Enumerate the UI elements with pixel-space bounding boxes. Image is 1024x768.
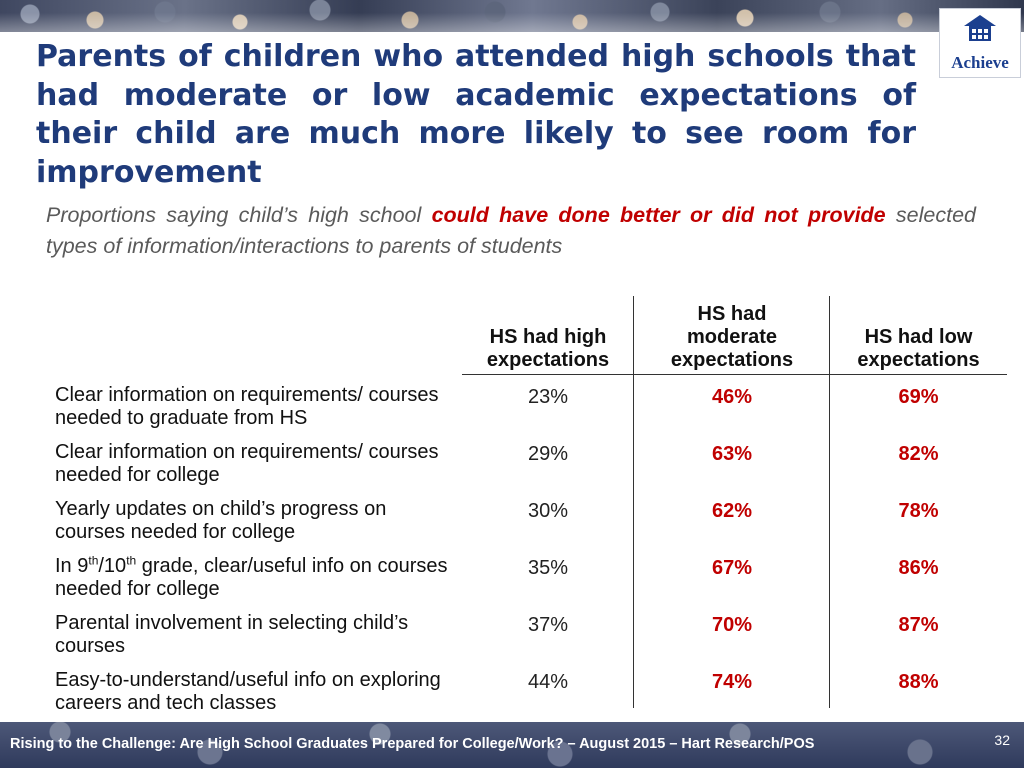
slide-title: Parents of children who attended high sc…: [36, 39, 916, 190]
column-header-high-text: HS had high expectations: [486, 326, 610, 371]
cell-moderate: 67%: [711, 557, 753, 579]
header-underline: [462, 374, 1007, 375]
ordinal-suffix: th: [126, 553, 137, 568]
cell-moderate: 70%: [711, 614, 753, 636]
row-label: Easy-to-understand/useful info on explor…: [55, 669, 441, 714]
achieve-logo-text: Achieve: [951, 53, 1009, 72]
cell-high: 29%: [527, 443, 569, 465]
achieve-logo: Achieve: [939, 8, 1021, 78]
column-header-low: HS had low expectations: [830, 304, 1007, 374]
cell-high: 37%: [527, 614, 569, 636]
row-label-part: /10: [98, 555, 127, 577]
subtitle-highlight: could have done better or did not provid…: [431, 203, 886, 227]
cell-moderate: 63%: [711, 443, 753, 465]
subtitle-lead: Proportions saying child’s high school: [46, 203, 432, 227]
column-header-moderate-text: HS had moderate expectations: [670, 303, 794, 371]
row-label: In 9th/10th grade, clear/useful info on …: [55, 553, 455, 601]
column-header-high: HS had high expectations: [462, 304, 634, 374]
footer-banner: Rising to the Challenge: Are High School…: [0, 722, 1024, 768]
ordinal-suffix: th: [88, 553, 99, 568]
column-divider-1: [633, 296, 634, 708]
cell-high: 35%: [527, 557, 569, 579]
column-header-low-text: HS had low expectations: [857, 326, 980, 371]
row-label: Parental involvement in selecting child’…: [55, 612, 409, 657]
subtitle-tail: selected types of information/interactio…: [46, 203, 976, 258]
page-number: 32: [994, 732, 1010, 748]
cell-moderate: 46%: [711, 386, 753, 408]
cell-low: 82%: [898, 443, 939, 465]
column-divider-2: [829, 296, 830, 708]
cell-high: 44%: [527, 671, 569, 693]
row-label: Clear information on requirements/ cours…: [55, 441, 439, 486]
row-label: Yearly updates on child’s progress on co…: [55, 498, 387, 543]
column-header-moderate: HS had moderate expectations: [634, 303, 830, 374]
cell-low: 87%: [898, 614, 939, 636]
footer-source-text: Rising to the Challenge: Are High School…: [10, 736, 815, 752]
slide-subtitle: Proportions saying child’s high school c…: [46, 200, 976, 262]
header-photo-banner: [0, 0, 1024, 32]
row-label-part: In 9: [55, 555, 89, 577]
cell-low: 69%: [898, 386, 939, 408]
cell-moderate: 74%: [711, 671, 753, 693]
cell-moderate: 62%: [711, 500, 753, 522]
row-label: Clear information on requirements/ cours…: [55, 384, 439, 429]
achieve-logo-icon: [964, 15, 996, 41]
row-label-part: grade, clear/useful info on courses need…: [55, 555, 448, 600]
cell-high: 30%: [527, 500, 569, 522]
cell-low: 78%: [898, 500, 939, 522]
cell-low: 88%: [898, 671, 939, 693]
cell-high: 23%: [527, 386, 569, 408]
cell-low: 86%: [898, 557, 939, 579]
